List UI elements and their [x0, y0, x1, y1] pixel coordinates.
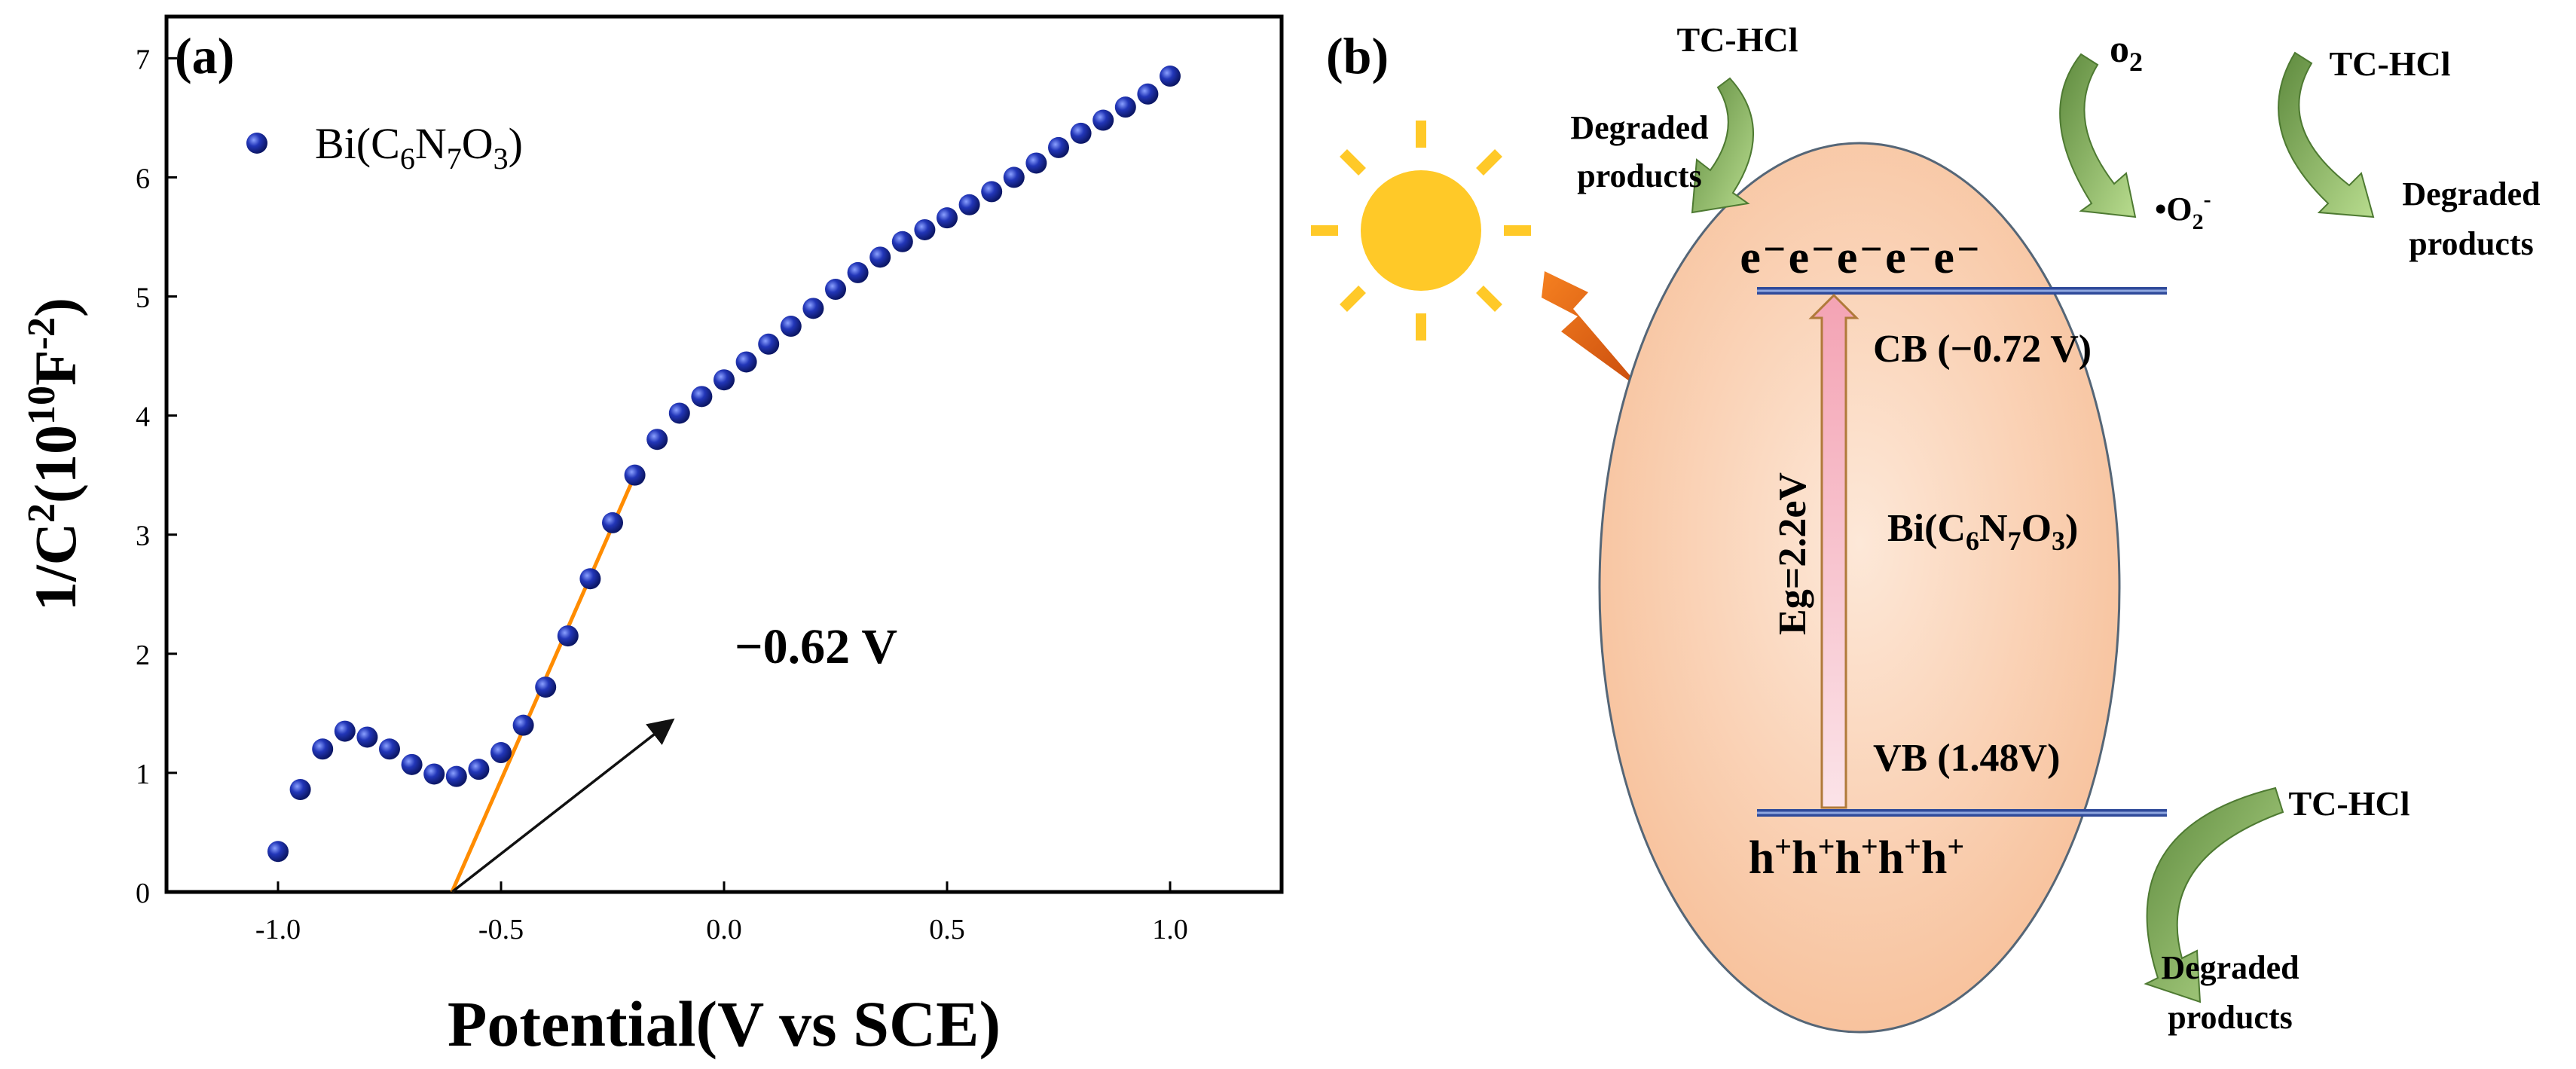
data-point: [714, 369, 735, 391]
data-point: [267, 841, 289, 863]
x-axis-ticks: -1.0 -0.5 0.0 0.5 1.0: [255, 881, 1188, 945]
data-point: [914, 218, 936, 240]
y-tick-label: 2: [136, 640, 150, 671]
x-tick-label: 0.0: [706, 914, 742, 945]
data-point: [468, 759, 490, 780]
curved-arrow-o2: [2059, 53, 2137, 218]
y-tick-label: 3: [136, 521, 150, 552]
data-point: [758, 333, 780, 355]
data-point: [1160, 66, 1181, 87]
x-tick-label: -1.0: [255, 914, 301, 945]
panel-b-label: (b): [1326, 27, 1389, 84]
cb-electrons: e⁻e⁻e⁻e⁻e⁻: [1740, 232, 1982, 283]
data-point: [691, 386, 713, 408]
data-point: [557, 625, 579, 647]
y-tick-label: 0: [136, 878, 150, 909]
x-tick-label: -0.5: [478, 914, 524, 945]
data-point: [579, 568, 601, 590]
material-label: Bi(C6N7O3): [1887, 507, 2078, 556]
degraded-top-left-line1: Degraded: [1570, 109, 1708, 146]
data-point: [847, 261, 869, 283]
data-point: [869, 246, 891, 268]
legend-label: Bi(C6N7O3): [315, 119, 523, 176]
vb-label: VB (1.48V): [1873, 737, 2060, 780]
panel-a-chart: (a) 0 1 2 3 4 5 6 7 -1.0 -0.5 0.0 0.5 1.0 1/C2(1010…: [20, 14, 1284, 1060]
data-point: [780, 316, 802, 337]
annotation-text: −0.62 V: [735, 619, 897, 674]
tc-hcl-top-right: TC-HCl: [2330, 44, 2451, 83]
data-point: [1025, 152, 1047, 174]
curved-arrow-bottom: [2144, 786, 2284, 1003]
data-point: [1003, 166, 1025, 188]
y-tick-label: 5: [136, 283, 150, 314]
curved-arrow-top-left: [1691, 77, 1754, 214]
data-point: [490, 742, 512, 764]
data-point: [512, 714, 534, 736]
legend-marker: [246, 133, 267, 154]
data-points: [267, 66, 1181, 863]
legend: Bi(C6N7O3): [246, 119, 523, 176]
cb-label: CB (−0.72 V): [1873, 328, 2092, 371]
y-tick-label: 6: [136, 163, 150, 194]
data-point: [668, 402, 690, 424]
data-point: [1048, 136, 1069, 158]
tc-hcl-top-left: TC-HCl: [1677, 20, 1798, 59]
lightning-icon: [1542, 271, 1644, 392]
data-point: [1092, 109, 1114, 131]
sun-icon: [1311, 121, 1531, 341]
data-point: [735, 351, 757, 373]
data-point: [825, 279, 846, 301]
data-point: [1137, 83, 1159, 105]
degraded-top-right-line2: products: [2409, 225, 2533, 262]
data-point: [1114, 96, 1136, 118]
data-point: [289, 779, 311, 801]
data-point: [379, 738, 400, 760]
degraded-top-left-line2: products: [1577, 157, 1701, 194]
tc-hcl-bottom: TC-HCl: [2289, 784, 2410, 823]
x-tick-label: 0.5: [929, 914, 965, 945]
data-point: [646, 429, 668, 451]
y-tick-label: 4: [136, 402, 150, 433]
o2-label: o2: [2110, 28, 2143, 77]
data-point: [535, 677, 557, 698]
y-axis-ticks: 0 1 2 3 4 5 6 7: [136, 44, 177, 909]
data-point: [602, 512, 623, 533]
data-point: [937, 207, 958, 229]
curved-arrow-top-right: [2278, 51, 2375, 218]
degraded-bottom-line1: Degraded: [2161, 949, 2299, 986]
y-axis-label: 1/C2(1010F-2): [20, 298, 88, 611]
data-point: [981, 181, 1003, 203]
panel-a-label: (a): [175, 27, 234, 84]
data-point: [802, 298, 824, 319]
annotation-arrow: [451, 718, 675, 893]
x-tick-label: 1.0: [1152, 914, 1188, 945]
degraded-top-right-line1: Degraded: [2402, 176, 2540, 212]
superoxide-label: •O2-: [2155, 187, 2211, 234]
vb-holes: h+h+h+h+h+: [1749, 829, 1964, 884]
data-point: [401, 753, 423, 775]
y-tick-label: 7: [136, 44, 150, 75]
data-point: [312, 738, 334, 760]
data-point: [1070, 122, 1092, 144]
data-point: [356, 726, 378, 748]
data-point: [445, 765, 467, 787]
band-gap-arrow: [1808, 293, 1859, 809]
panel-b-diagram: (b) e: [1311, 20, 2541, 1036]
data-point: [891, 231, 913, 252]
degraded-bottom-line2: products: [2168, 999, 2292, 1036]
y-tick-label: 1: [136, 759, 150, 790]
data-point: [624, 464, 646, 486]
band-gap-label: Eg=2.2eV: [1771, 472, 1814, 635]
data-point: [334, 720, 356, 742]
x-axis-label: Potential(V vs SCE): [448, 988, 1001, 1060]
data-point: [958, 194, 980, 215]
data-point: [423, 763, 445, 785]
